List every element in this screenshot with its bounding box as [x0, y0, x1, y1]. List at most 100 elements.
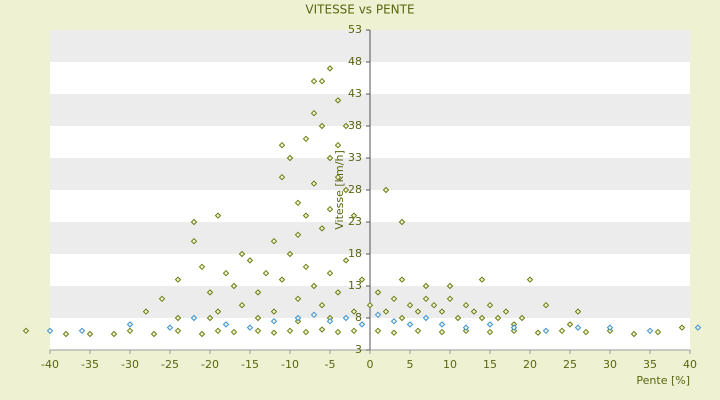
x-tick-label: 40: [683, 358, 697, 371]
point: [630, 330, 638, 338]
point: [22, 327, 30, 335]
point: [270, 308, 278, 315]
point: [270, 237, 278, 245]
point: [454, 314, 462, 322]
point: [606, 324, 614, 331]
point: [446, 295, 454, 303]
point: [366, 301, 374, 309]
point: [190, 218, 198, 226]
point: [478, 276, 486, 283]
x-tick-label: 30: [603, 358, 617, 371]
y-tick-label: 33: [348, 151, 362, 164]
point: [310, 180, 318, 187]
point: [678, 324, 686, 331]
point: [374, 327, 382, 335]
point: [398, 314, 406, 322]
y-tick-label: 38: [348, 119, 362, 132]
point: [414, 327, 422, 335]
point: [302, 263, 310, 271]
point: [126, 321, 134, 328]
point: [382, 186, 390, 194]
y-tick-label: 53: [348, 23, 362, 36]
point: [486, 321, 494, 328]
point: [326, 317, 334, 325]
point: [254, 314, 262, 322]
point: [222, 321, 230, 328]
point: [334, 289, 342, 296]
point: [294, 231, 302, 239]
point: [302, 135, 310, 143]
point: [358, 321, 366, 328]
point: [342, 314, 350, 322]
point: [438, 328, 446, 336]
point: [470, 308, 478, 315]
point: [462, 301, 470, 309]
point: [406, 301, 414, 309]
y-tick-label: 28: [348, 183, 362, 196]
point: [390, 317, 398, 325]
point: [310, 109, 318, 117]
point: [318, 301, 326, 309]
point: [582, 328, 590, 336]
point: [494, 314, 502, 322]
point: [262, 269, 270, 277]
x-tick-label: 25: [563, 358, 577, 371]
point: [342, 257, 350, 264]
point: [270, 329, 278, 336]
point: [222, 269, 230, 277]
point: [246, 257, 254, 264]
point: [174, 327, 182, 335]
x-tick-label: -5: [325, 358, 336, 371]
point: [230, 328, 238, 336]
point: [542, 327, 550, 335]
point: [694, 324, 702, 331]
point: [126, 327, 134, 335]
point: [278, 276, 286, 283]
point: [390, 295, 398, 303]
x-tick-label: 15: [483, 358, 497, 371]
y-tick-label: 8: [355, 311, 362, 324]
point: [294, 314, 302, 322]
point: [310, 311, 318, 319]
x-tick-label: -35: [81, 358, 99, 371]
point: [406, 321, 414, 328]
point: [286, 327, 294, 335]
point: [198, 330, 206, 338]
y-tick-label: 13: [348, 279, 362, 292]
point: [462, 324, 470, 331]
point: [238, 301, 246, 309]
point: [574, 308, 582, 315]
point: [318, 326, 326, 333]
point: [230, 282, 238, 290]
point: [350, 308, 358, 315]
point: [326, 205, 334, 213]
x-axis-label: Pente [%]: [636, 374, 690, 387]
point: [414, 308, 422, 315]
point: [238, 250, 246, 258]
point: [374, 311, 382, 319]
point: [542, 301, 550, 309]
point: [310, 77, 318, 85]
point: [294, 295, 302, 303]
point: [486, 301, 494, 309]
point: [46, 327, 54, 335]
point: [190, 314, 198, 322]
point: [654, 328, 662, 336]
point: [334, 141, 342, 149]
y-tick-label: 43: [348, 87, 362, 100]
point: [518, 314, 526, 322]
point: [422, 282, 430, 290]
point: [390, 329, 398, 336]
point: [350, 327, 358, 335]
point: [510, 324, 518, 331]
point: [190, 237, 198, 245]
point: [206, 314, 214, 322]
point: [150, 330, 158, 338]
x-tick-label: 5: [407, 358, 414, 371]
y-axis-label: Vitesse [km/h]: [333, 150, 346, 230]
point: [446, 282, 454, 290]
point: [318, 225, 326, 232]
x-tick-label: -40: [41, 358, 59, 371]
point: [574, 324, 582, 331]
